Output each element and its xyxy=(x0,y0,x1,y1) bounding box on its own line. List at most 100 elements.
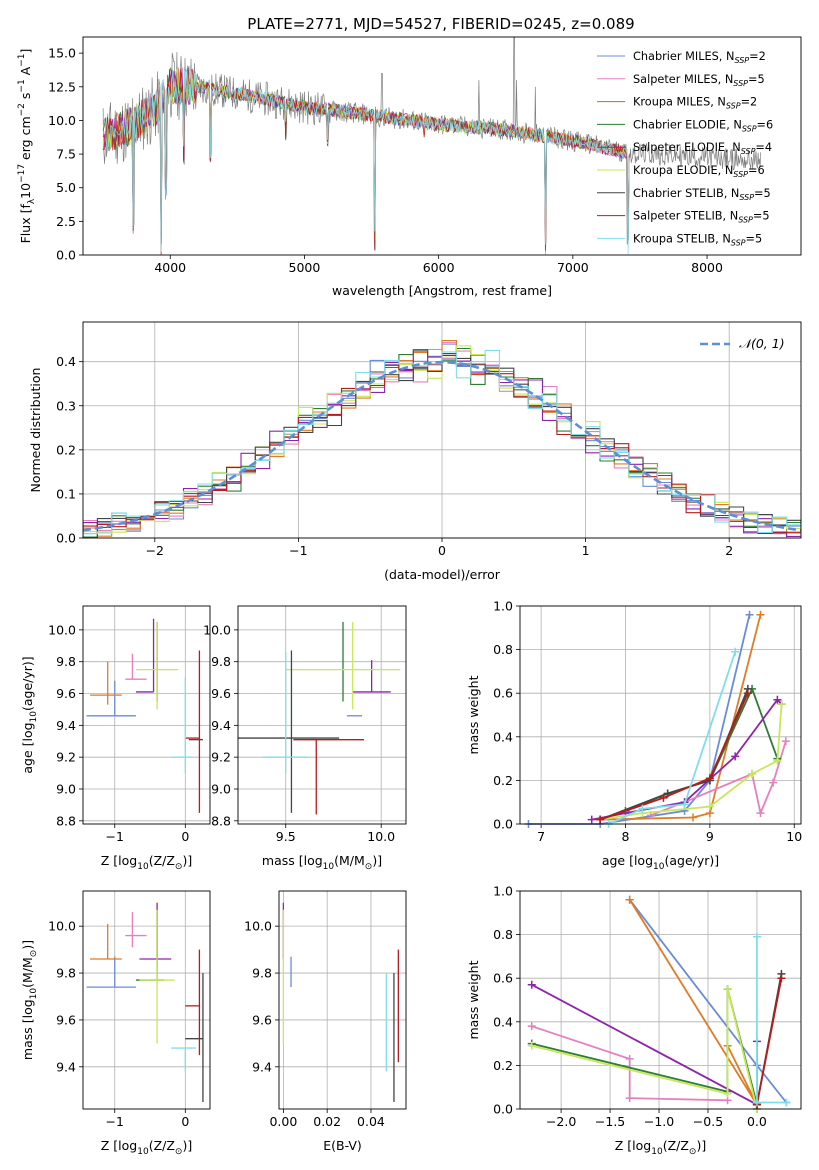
x-axis-label: E(B-V) xyxy=(323,1138,362,1153)
y-axis-label: age [log10(age/yr)] xyxy=(20,656,39,773)
y-tick-label: 0.2 xyxy=(56,442,76,457)
x-axis-label: wavelength [Angstrom, rest frame] xyxy=(332,283,552,298)
massweight-line xyxy=(756,978,783,1105)
x-tick-label: −1 xyxy=(289,543,307,558)
x-tick-label: 2 xyxy=(725,543,733,558)
x-tick-label: −0.5 xyxy=(693,1114,723,1129)
legend-label: Kroupa STELIB, NSSP=5 xyxy=(633,232,762,247)
y-tick-label: 0.0 xyxy=(56,248,76,263)
y-tick-label: 0.8 xyxy=(493,927,513,942)
y-tick-label: 9.6 xyxy=(56,686,76,701)
x-axis-label: Z [log10(Z/Z⊙)] xyxy=(101,1138,192,1157)
massweight-marker xyxy=(625,895,634,904)
massweight-marker xyxy=(705,774,714,783)
axes-frame xyxy=(519,605,802,825)
x-tick-label: 7 xyxy=(537,829,545,844)
x-tick-label: −1 xyxy=(106,829,124,844)
x-tick-label: 8 xyxy=(622,829,630,844)
spectrum-model-line xyxy=(102,68,630,255)
normal-curve xyxy=(83,360,801,532)
y-tick-label: 9.6 xyxy=(56,1012,76,1027)
y-tick-label: 9.8 xyxy=(211,654,231,669)
legend-label: Chabrier MILES, NSSP=2 xyxy=(633,50,766,65)
x-tick-label: 0.00 xyxy=(269,1114,297,1129)
mass_vs_Z-axes: −1 0 9.4 9.6 9.8 10.0 Z [log10(Z/Z⊙)] mass [log… xyxy=(20,890,211,1157)
mass_vs_EBV-axes: 0.00 0.02 0.04 9.4 9.6 9.8 10.0 E(B-V) xyxy=(244,890,407,1153)
massweight-line xyxy=(531,1025,728,1102)
massweight-marker xyxy=(782,1098,791,1107)
massweight-marker xyxy=(756,610,765,619)
figure-title: PLATE=2771, MJD=54527, FIBERID=0245, z=0… xyxy=(247,15,634,33)
residuals-axes: −2 −1 0 1 2 0.0 0.1 0.2 0.3 0.4 (data-model)/error… xyxy=(28,321,802,582)
y-axis-label: mass weight xyxy=(466,960,481,1039)
histogram-group xyxy=(83,339,801,538)
y-tick-label: 9.8 xyxy=(56,654,76,669)
massweight-line xyxy=(531,988,758,1110)
axes-frame xyxy=(82,36,802,256)
age_vs_Z-axes: −1 0 8.8 9.0 9.2 9.4 9.6 9.8 10.0 Z [log10(Z/Z⊙)]… xyxy=(20,605,211,872)
x-tick-label: 1 xyxy=(582,543,590,558)
x-tick-label: 4000 xyxy=(154,260,186,275)
y-tick-label: 9.6 xyxy=(211,686,231,701)
massweight-marker xyxy=(527,1041,536,1050)
massweight-marker xyxy=(587,815,596,824)
legend-label: Chabrier STELIB, NSSP=5 xyxy=(633,187,771,202)
y-tick-label: 0.4 xyxy=(493,729,513,744)
y-tick-label: 12.5 xyxy=(48,79,76,94)
errorbar-group xyxy=(86,902,204,1102)
massweight-marker xyxy=(527,1022,536,1031)
massweight-marker xyxy=(731,752,740,761)
x-tick-label: 8000 xyxy=(691,260,723,275)
massweight-marker xyxy=(596,815,605,824)
massweight-marker xyxy=(752,1098,761,1107)
x-axis-label: Z [log10(Z/Z⊙)] xyxy=(101,853,192,872)
x-tick-label: 9.5 xyxy=(276,829,296,844)
age_vs_mass-axes: 9.5 10.0 8.8 9.0 9.2 9.4 9.6 9.8 10.0 mass [log10… xyxy=(203,605,407,872)
y-tick-label: 0.2 xyxy=(493,1058,513,1073)
y-axis-label: mass weight xyxy=(466,675,481,754)
x-tick-label: 0 xyxy=(438,543,446,558)
y-tick-label: 1.0 xyxy=(493,884,513,899)
massweight-marker xyxy=(731,647,740,656)
spectrum-legend: Chabrier MILES, NSSP=2 Salpeter MILES, NS… xyxy=(597,50,773,247)
massweight-marker xyxy=(659,793,668,802)
massweight-marker xyxy=(743,689,752,698)
x-axis-label: (data-model)/error xyxy=(384,567,501,582)
massweight-marker xyxy=(777,700,786,709)
massweight-marker xyxy=(625,1094,634,1103)
errorbar-group xyxy=(282,902,399,1102)
massweight-line xyxy=(600,614,762,821)
y-tick-label: 0.0 xyxy=(56,531,76,546)
massweight_vs_age-axes: 7 8 9 10 0.0 0.2 0.4 0.6 0.8 1.0 age [log10(age/yr… xyxy=(466,599,802,873)
massweight-marker xyxy=(748,769,757,778)
y-tick-label: 9.0 xyxy=(56,781,76,796)
x-axis-label: mass [log10(M/M⊙)] xyxy=(262,853,382,872)
errorbar-group xyxy=(86,618,203,813)
x-tick-label: 6000 xyxy=(423,260,455,275)
axes-frame xyxy=(82,605,211,825)
y-tick-label: 0.4 xyxy=(56,354,76,369)
x-tick-label: 10 xyxy=(786,829,802,844)
massweight-line xyxy=(599,692,749,821)
spectrum-lines xyxy=(102,37,762,255)
y-tick-label: 0.4 xyxy=(493,1014,513,1029)
chart-layer: 4000 5000 6000 7000 80000.02.55.07.510.012.5… xyxy=(17,36,802,1157)
massweight-group xyxy=(524,610,790,828)
y-tick-label: 8.8 xyxy=(56,813,76,828)
massweight-marker xyxy=(745,610,754,619)
y-tick-label: 10.0 xyxy=(48,919,76,934)
normal-legend-label: 𝒩(0, 1) xyxy=(739,336,785,351)
legend-label: Salpeter STELIB, NSSP=5 xyxy=(633,210,770,225)
y-axis-label: mass [log10(M/M⊙)] xyxy=(20,940,39,1060)
y-tick-label: 0.3 xyxy=(56,398,76,413)
y-tick-label: 10.0 xyxy=(48,622,76,637)
y-tick-label: 9.4 xyxy=(56,1059,76,1074)
errorbar-group xyxy=(238,621,401,815)
legend-label: Kroupa ELODIE, NSSP=6 xyxy=(633,164,765,179)
y-tick-label: 5.0 xyxy=(56,180,76,195)
y-tick-label: 9.8 xyxy=(56,966,76,981)
legend-label: Salpeter ELODIE, NSSP=4 xyxy=(633,141,772,156)
y-tick-label: 15.0 xyxy=(48,46,76,61)
y-tick-label: 9.4 xyxy=(252,1059,272,1074)
